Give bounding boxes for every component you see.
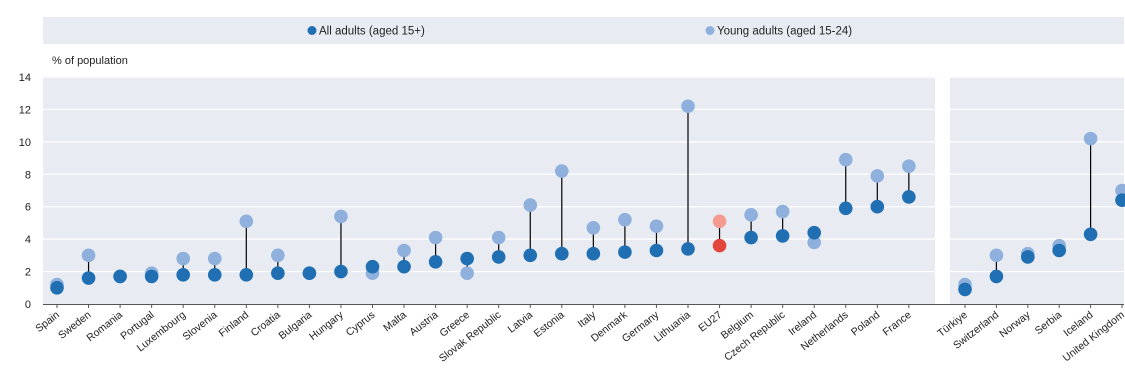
point-all-adults-estonia [555, 246, 569, 261]
point-young-adults-estonia [555, 164, 569, 178]
point-young-adults-finland [239, 214, 254, 229]
x-tick-label-serbia: Serbia [1033, 309, 1064, 337]
point-all-adults-t-rkiye [958, 282, 972, 297]
point-all-adults-italy [586, 246, 601, 261]
point-all-adults-austria [428, 255, 443, 269]
point-young-adults-sweden [81, 248, 96, 263]
point-young-adults-slovak-republic [491, 230, 506, 245]
legend-band [43, 17, 1124, 44]
point-all-adults-netherlands [838, 201, 853, 216]
point-young-adults-denmark [618, 212, 632, 227]
x-tick-label-latvia: Latvia [506, 309, 536, 336]
x-tick-label-slovenia: Slovenia [180, 309, 219, 343]
point-all-adults-spain [50, 280, 64, 295]
x-tick-label-austria: Austria [407, 309, 440, 339]
x-tick-label-lithuania: Lithuania [652, 309, 693, 345]
point-all-adults-slovenia [207, 268, 222, 282]
point-all-adults-sweden [81, 271, 96, 285]
point-young-adults-eu27 [712, 214, 727, 229]
x-axis-labels: SpainSwedenRomaniaPortugalLuxembourgSlov… [33, 308, 1125, 364]
data-points [50, 99, 1125, 297]
x-tick-label-malta: Malta [381, 309, 409, 334]
x-tick-label-france: France [881, 309, 914, 339]
point-young-adults-greece [460, 266, 474, 280]
point-all-adults-iceland [1083, 227, 1098, 242]
point-young-adults-italy [586, 220, 601, 235]
point-all-adults-serbia [1052, 243, 1066, 258]
point-all-adults-greece [460, 251, 474, 266]
point-all-adults-portugal [144, 269, 159, 284]
point-all-adults-bulgaria [302, 266, 317, 280]
y-axis-unit-label: % of population [52, 55, 128, 67]
point-all-adults-romania [113, 269, 127, 284]
point-young-adults-austria [428, 230, 443, 245]
point-all-adults-france [902, 190, 916, 204]
point-young-adults-netherlands [838, 152, 853, 167]
x-tick-label-bulgaria: Bulgaria [276, 309, 314, 342]
point-all-adults-czech-republic [775, 229, 790, 243]
y-tick-label-4: 4 [25, 234, 31, 246]
y-tick-label-6: 6 [25, 202, 31, 214]
y-tick-label-8: 8 [25, 169, 31, 181]
y-tick-label-0: 0 [25, 299, 31, 311]
point-young-adults-switzerland [989, 248, 1004, 263]
point-all-adults-slovak-republic [491, 250, 506, 264]
point-all-adults-denmark [618, 245, 632, 259]
point-young-adults-hungary [334, 209, 348, 224]
y-tick-label-14: 14 [19, 72, 31, 84]
point-all-adults-hungary [334, 264, 348, 279]
point-all-adults-ireland [807, 225, 821, 240]
point-all-adults-switzerland [989, 269, 1004, 284]
x-tick-label-norway: Norway [997, 308, 1033, 340]
gridlines [43, 76, 1124, 273]
point-all-adults-lithuania [681, 242, 695, 256]
x-tick-label-poland: Poland [849, 309, 882, 339]
point-young-adults-iceland [1083, 131, 1098, 146]
point-young-adults-malta [397, 243, 411, 258]
point-all-adults-cyprus [365, 259, 380, 274]
point-all-adults-eu27 [712, 238, 727, 253]
legend-label-young-adults: Young adults (aged 15-24) [717, 26, 852, 38]
x-axis [43, 304, 1124, 308]
legend-marker-young-adults [705, 26, 715, 35]
x-tick-label-cyprus: Cyprus [344, 309, 378, 339]
point-young-adults-germany [649, 219, 664, 233]
point-all-adults-luxembourg [176, 268, 190, 282]
x-tick-label-italy: Italy [576, 308, 599, 330]
point-all-adults-poland [870, 199, 885, 214]
point-all-adults-norway [1021, 250, 1035, 264]
point-young-adults-croatia [271, 248, 285, 263]
y-axis-ticks: 0 2 4 6 8 10 12 14 [19, 72, 31, 311]
legend-label-all-adults: All adults (aged 15+) [319, 26, 425, 38]
y-tick-label-12: 12 [19, 104, 31, 116]
point-young-adults-poland [870, 169, 885, 183]
plot-band-1 [43, 77, 935, 304]
point-all-adults-malta [397, 259, 411, 274]
y-tick-label-10: 10 [19, 137, 31, 149]
x-tick-label-finland: Finland [217, 309, 252, 340]
x-tick-label-romania: Romania [84, 309, 125, 344]
point-all-adults-belgium [744, 230, 758, 245]
point-all-adults-united-kingdom [1115, 193, 1125, 208]
y-tick-label-2: 2 [25, 267, 31, 279]
point-young-adults-ireland [807, 235, 821, 250]
point-young-adults-luxembourg [176, 251, 190, 266]
point-young-adults-france [902, 159, 916, 173]
legend-marker-all-adults [307, 26, 317, 35]
plot-bands [43, 77, 1124, 304]
plot-band-2 [950, 77, 1124, 304]
point-young-adults-czech-republic [775, 204, 790, 219]
point-young-adults-slovenia [207, 251, 222, 266]
point-young-adults-latvia [523, 198, 538, 212]
point-young-adults-lithuania [681, 99, 695, 113]
point-all-adults-germany [649, 243, 664, 258]
x-tick-label-hungary: Hungary [307, 308, 346, 342]
point-all-adults-latvia [523, 248, 538, 263]
point-all-adults-finland [239, 268, 254, 282]
point-all-adults-croatia [271, 266, 285, 280]
x-tick-label-estonia: Estonia [532, 309, 567, 340]
point-young-adults-belgium [744, 208, 758, 222]
legend: All adults (aged 15+) Young adults (aged… [307, 26, 852, 38]
